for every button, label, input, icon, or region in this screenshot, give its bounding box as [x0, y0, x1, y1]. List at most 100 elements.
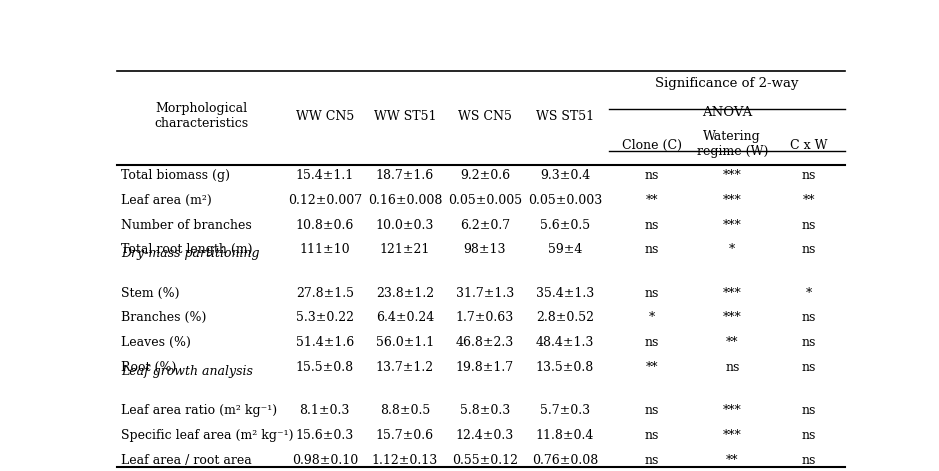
Text: Leaves (%): Leaves (%)	[121, 336, 191, 349]
Text: 13.7±1.2: 13.7±1.2	[376, 361, 434, 374]
Text: 6.2±0.7: 6.2±0.7	[460, 219, 510, 232]
Text: Leaf area ratio (m² kg⁻¹): Leaf area ratio (m² kg⁻¹)	[121, 404, 277, 417]
Text: 2.8±0.52: 2.8±0.52	[536, 311, 594, 325]
Text: ***: ***	[723, 404, 742, 417]
Text: 31.7±1.3: 31.7±1.3	[455, 287, 514, 300]
Text: 9.2±0.6: 9.2±0.6	[460, 169, 510, 182]
Text: Stem (%): Stem (%)	[121, 287, 179, 300]
Text: 51.4±1.6: 51.4±1.6	[296, 336, 354, 349]
Text: ANOVA: ANOVA	[702, 106, 752, 119]
Text: ns: ns	[802, 243, 816, 256]
Text: 98±13: 98±13	[464, 243, 506, 256]
Text: ns: ns	[645, 287, 659, 300]
Text: ns: ns	[802, 169, 816, 182]
Text: 5.7±0.3: 5.7±0.3	[540, 404, 590, 417]
Text: 0.55±0.12: 0.55±0.12	[452, 454, 518, 466]
Text: WS CN5: WS CN5	[458, 110, 512, 123]
Text: 35.4±1.3: 35.4±1.3	[536, 287, 594, 300]
Text: 5.6±0.5: 5.6±0.5	[540, 219, 590, 232]
Text: ns: ns	[802, 311, 816, 325]
Text: WW CN5: WW CN5	[296, 110, 354, 123]
Text: ns: ns	[645, 336, 659, 349]
Text: 0.12±0.007: 0.12±0.007	[287, 194, 362, 207]
Text: ns: ns	[802, 361, 816, 374]
Text: ***: ***	[723, 311, 742, 325]
Text: *: *	[730, 243, 735, 256]
Text: 1.12±0.13: 1.12±0.13	[372, 454, 438, 466]
Text: ns: ns	[802, 404, 816, 417]
Text: 18.7±1.6: 18.7±1.6	[376, 169, 434, 182]
Text: 15.6±0.3: 15.6±0.3	[296, 429, 354, 442]
Text: 56.0±1.1: 56.0±1.1	[376, 336, 434, 349]
Text: ns: ns	[645, 169, 659, 182]
Text: 0.05±0.005: 0.05±0.005	[448, 194, 522, 207]
Text: ns: ns	[645, 219, 659, 232]
Text: Clone (C): Clone (C)	[623, 139, 683, 152]
Text: **: **	[646, 361, 658, 374]
Text: Total biomass (g): Total biomass (g)	[121, 169, 230, 182]
Text: ns: ns	[802, 454, 816, 466]
Text: 59±4: 59±4	[547, 243, 582, 256]
Text: C x W: C x W	[790, 139, 827, 152]
Text: 0.76±0.08: 0.76±0.08	[531, 454, 598, 466]
Text: **: **	[646, 194, 658, 207]
Text: 10.0±0.3: 10.0±0.3	[376, 219, 434, 232]
Text: 15.4±1.1: 15.4±1.1	[296, 169, 354, 182]
Text: 23.8±1.2: 23.8±1.2	[376, 287, 434, 300]
Text: ***: ***	[723, 429, 742, 442]
Text: 46.8±2.3: 46.8±2.3	[455, 336, 514, 349]
Text: **: **	[803, 194, 815, 207]
Text: 8.8±0.5: 8.8±0.5	[379, 404, 430, 417]
Text: *: *	[806, 287, 812, 300]
Text: **: **	[726, 454, 739, 466]
Text: 8.1±0.3: 8.1±0.3	[300, 404, 350, 417]
Text: Watering
regime (W): Watering regime (W)	[697, 130, 768, 158]
Text: 1.7±0.63: 1.7±0.63	[455, 311, 514, 325]
Text: 10.8±0.6: 10.8±0.6	[296, 219, 354, 232]
Text: ***: ***	[723, 219, 742, 232]
Text: ns: ns	[802, 429, 816, 442]
Text: Specific leaf area (m² kg⁻¹): Specific leaf area (m² kg⁻¹)	[121, 429, 294, 442]
Text: ns: ns	[802, 336, 816, 349]
Text: 15.7±0.6: 15.7±0.6	[376, 429, 434, 442]
Text: Morphological
characteristics: Morphological characteristics	[154, 102, 248, 130]
Text: ns: ns	[725, 361, 740, 374]
Text: Leaf area (m²): Leaf area (m²)	[121, 194, 212, 207]
Text: ***: ***	[723, 287, 742, 300]
Text: 0.98±0.10: 0.98±0.10	[292, 454, 358, 466]
Text: ***: ***	[723, 194, 742, 207]
Text: 15.5±0.8: 15.5±0.8	[296, 361, 354, 374]
Text: WS ST51: WS ST51	[536, 110, 594, 123]
Text: 5.3±0.22: 5.3±0.22	[296, 311, 354, 325]
Text: 9.3±0.4: 9.3±0.4	[540, 169, 590, 182]
Text: 6.4±0.24: 6.4±0.24	[376, 311, 434, 325]
Text: 13.5±0.8: 13.5±0.8	[536, 361, 594, 374]
Text: 27.8±1.5: 27.8±1.5	[296, 287, 354, 300]
Text: ns: ns	[645, 404, 659, 417]
Text: 111±10: 111±10	[300, 243, 350, 256]
Text: Significance of 2-way: Significance of 2-way	[655, 77, 799, 90]
Text: *: *	[649, 311, 655, 325]
Text: Total root length (m): Total root length (m)	[121, 243, 253, 256]
Text: 0.16±0.008: 0.16±0.008	[368, 194, 442, 207]
Text: Branches (%): Branches (%)	[121, 311, 207, 325]
Text: ***: ***	[723, 169, 742, 182]
Text: 19.8±1.7: 19.8±1.7	[455, 361, 514, 374]
Text: ns: ns	[645, 429, 659, 442]
Text: 11.8±0.4: 11.8±0.4	[536, 429, 594, 442]
Text: Leaf growth analysis: Leaf growth analysis	[121, 365, 253, 378]
Text: Number of branches: Number of branches	[121, 219, 252, 232]
Text: **: **	[726, 336, 739, 349]
Text: 5.8±0.3: 5.8±0.3	[460, 404, 510, 417]
Text: ns: ns	[802, 219, 816, 232]
Text: Dry-mass partitioning: Dry-mass partitioning	[121, 247, 259, 260]
Text: 0.05±0.003: 0.05±0.003	[528, 194, 602, 207]
Text: 121±21: 121±21	[379, 243, 430, 256]
Text: WW ST51: WW ST51	[374, 110, 436, 123]
Text: ns: ns	[645, 454, 659, 466]
Text: 12.4±0.3: 12.4±0.3	[455, 429, 514, 442]
Text: Leaf area / root area: Leaf area / root area	[121, 454, 252, 466]
Text: 48.4±1.3: 48.4±1.3	[536, 336, 594, 349]
Text: ns: ns	[645, 243, 659, 256]
Text: Root (%): Root (%)	[121, 361, 177, 374]
